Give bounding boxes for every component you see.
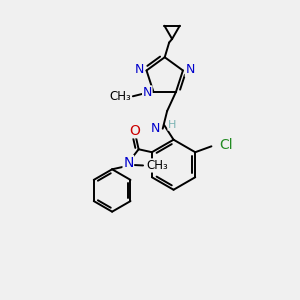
Text: Cl: Cl [219, 138, 232, 152]
Text: CH₃: CH₃ [110, 90, 131, 103]
Text: N: N [151, 122, 160, 135]
Text: H: H [168, 120, 176, 130]
Text: N: N [142, 86, 152, 99]
Text: CH₃: CH₃ [146, 159, 168, 172]
Text: O: O [130, 124, 140, 138]
Text: N: N [135, 63, 144, 76]
Text: N: N [185, 63, 195, 76]
Text: N: N [123, 155, 134, 170]
